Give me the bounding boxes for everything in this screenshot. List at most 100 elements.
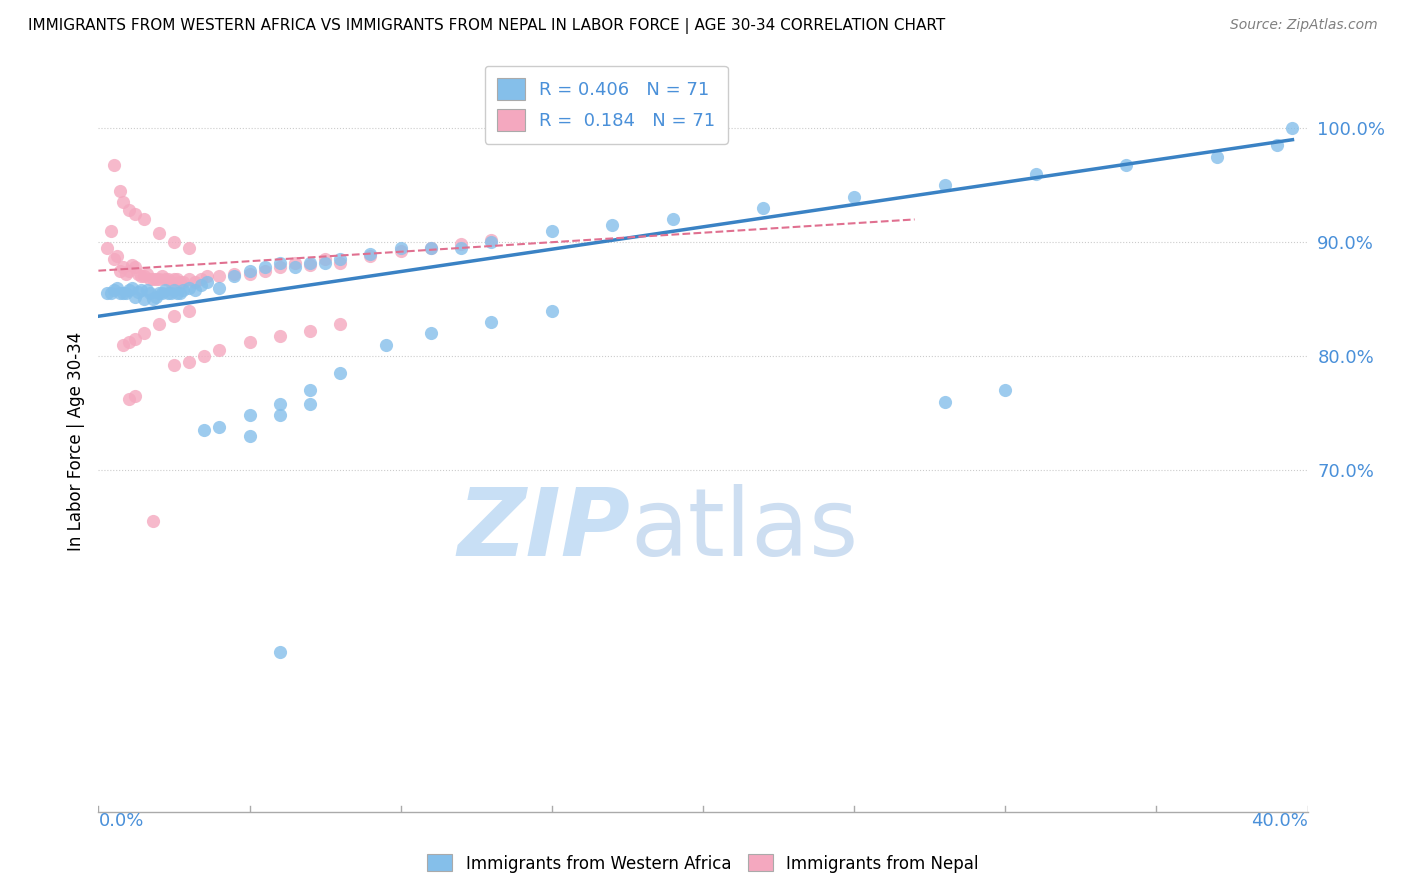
Point bbox=[1206, 150, 1229, 164]
Point bbox=[156, 271, 179, 285]
Text: 40.0%: 40.0% bbox=[1251, 812, 1308, 830]
Point bbox=[160, 286, 183, 301]
Point bbox=[190, 278, 212, 293]
Point bbox=[142, 514, 165, 528]
Point bbox=[127, 267, 149, 281]
Point bbox=[148, 317, 170, 331]
Point bbox=[114, 286, 136, 301]
Point bbox=[329, 366, 352, 380]
Point bbox=[169, 275, 191, 289]
Text: atlas: atlas bbox=[630, 484, 859, 576]
Point bbox=[118, 203, 141, 218]
Point bbox=[163, 310, 186, 324]
Point bbox=[121, 258, 143, 272]
Point bbox=[129, 283, 152, 297]
Point bbox=[166, 271, 188, 285]
Point bbox=[179, 241, 201, 255]
Point bbox=[108, 263, 131, 277]
Point bbox=[195, 269, 218, 284]
Point bbox=[179, 303, 201, 318]
Text: IMMIGRANTS FROM WESTERN AFRICA VS IMMIGRANTS FROM NEPAL IN LABOR FORCE | AGE 30-: IMMIGRANTS FROM WESTERN AFRICA VS IMMIGR… bbox=[28, 18, 945, 34]
Point bbox=[299, 384, 322, 398]
Point bbox=[118, 335, 141, 350]
Point bbox=[163, 235, 186, 250]
Point bbox=[269, 328, 291, 343]
Point bbox=[172, 275, 194, 289]
Point bbox=[145, 290, 167, 304]
Point bbox=[269, 256, 291, 270]
Point bbox=[163, 283, 186, 297]
Point bbox=[118, 283, 141, 297]
Legend: R = 0.406   N = 71, R =  0.184   N = 71: R = 0.406 N = 71, R = 0.184 N = 71 bbox=[485, 66, 728, 144]
Point bbox=[329, 256, 352, 270]
Y-axis label: In Labor Force | Age 30-34: In Labor Force | Age 30-34 bbox=[66, 332, 84, 551]
Point bbox=[96, 286, 118, 301]
Point bbox=[148, 286, 170, 301]
Point bbox=[139, 286, 162, 301]
Point bbox=[934, 394, 956, 409]
Point bbox=[269, 260, 291, 275]
Point bbox=[314, 252, 336, 267]
Point bbox=[156, 286, 179, 301]
Point bbox=[239, 409, 262, 423]
Point bbox=[127, 285, 149, 300]
Point bbox=[132, 326, 155, 341]
Point bbox=[540, 303, 562, 318]
Point bbox=[148, 226, 170, 240]
Point bbox=[224, 267, 246, 281]
Point bbox=[103, 252, 125, 267]
Point bbox=[389, 241, 412, 255]
Point bbox=[661, 212, 683, 227]
Point bbox=[269, 397, 291, 411]
Point bbox=[179, 281, 201, 295]
Point bbox=[100, 224, 122, 238]
Point bbox=[540, 224, 562, 238]
Point bbox=[111, 337, 134, 351]
Point bbox=[602, 218, 624, 232]
Point bbox=[118, 392, 141, 407]
Point bbox=[166, 286, 188, 301]
Point bbox=[314, 256, 336, 270]
Point bbox=[153, 271, 176, 285]
Point bbox=[111, 195, 134, 210]
Point bbox=[135, 283, 157, 297]
Point bbox=[184, 283, 207, 297]
Point bbox=[329, 252, 352, 267]
Point bbox=[150, 286, 173, 301]
Point bbox=[299, 324, 322, 338]
Text: ZIP: ZIP bbox=[457, 484, 630, 576]
Point bbox=[105, 249, 128, 263]
Point bbox=[450, 237, 472, 252]
Point bbox=[169, 286, 191, 301]
Point bbox=[124, 290, 146, 304]
Point bbox=[121, 281, 143, 295]
Point bbox=[299, 258, 322, 272]
Point bbox=[420, 241, 443, 255]
Point bbox=[253, 260, 276, 275]
Point bbox=[132, 292, 155, 306]
Point bbox=[148, 271, 170, 285]
Text: Source: ZipAtlas.com: Source: ZipAtlas.com bbox=[1230, 18, 1378, 32]
Point bbox=[142, 271, 165, 285]
Point bbox=[420, 326, 443, 341]
Point bbox=[481, 235, 503, 250]
Point bbox=[142, 292, 165, 306]
Point bbox=[239, 429, 262, 443]
Legend: Immigrants from Western Africa, Immigrants from Nepal: Immigrants from Western Africa, Immigran… bbox=[420, 847, 986, 880]
Point bbox=[111, 260, 134, 275]
Point bbox=[172, 283, 194, 297]
Point bbox=[299, 256, 322, 270]
Point bbox=[208, 419, 231, 434]
Point bbox=[103, 283, 125, 297]
Point bbox=[1115, 158, 1137, 172]
Point bbox=[239, 263, 262, 277]
Point bbox=[450, 241, 472, 255]
Point bbox=[153, 283, 176, 297]
Point bbox=[135, 267, 157, 281]
Point bbox=[129, 269, 152, 284]
Point bbox=[1281, 121, 1303, 136]
Point bbox=[114, 267, 136, 281]
Point bbox=[124, 207, 146, 221]
Point bbox=[163, 358, 186, 372]
Point bbox=[1267, 138, 1289, 153]
